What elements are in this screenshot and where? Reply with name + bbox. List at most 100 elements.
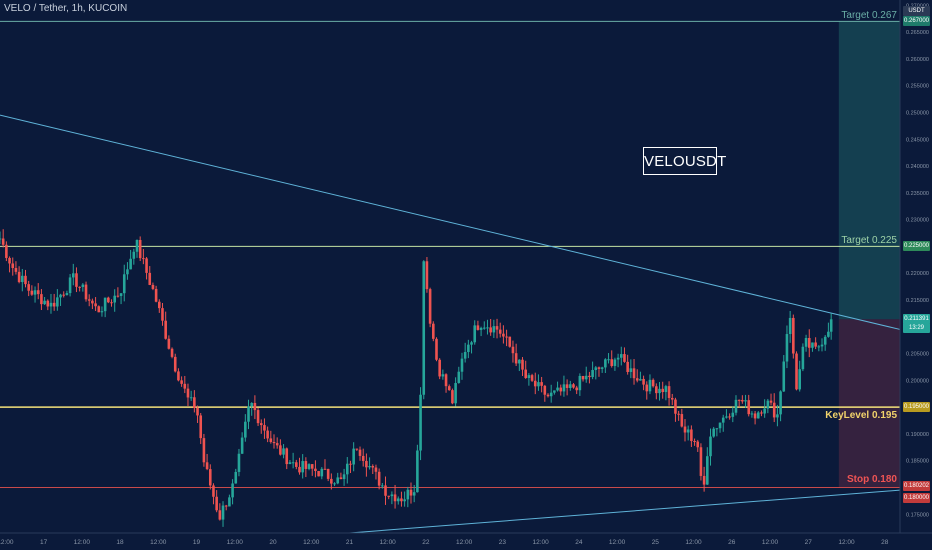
candle-body [741,399,744,402]
candle-body [814,342,817,347]
x-tick-label: 12:00 [303,539,320,546]
candle-body [336,477,340,484]
x-tick-label: 12:00 [0,539,14,546]
candle-body [154,288,158,302]
candle-body [540,382,543,386]
candle-body [282,448,285,455]
candle-body [269,438,273,442]
candle-body [473,325,477,343]
candle-body [476,325,480,330]
candle-body [158,301,161,309]
trendline [349,489,901,534]
candle-body [460,358,464,372]
candle-body [734,399,738,413]
candle-body [151,284,155,289]
candle-body [326,468,330,479]
candle-body [562,384,566,392]
candle-body [68,277,72,294]
candle-body [97,306,101,313]
candle-body [8,257,11,264]
candle-body [317,471,320,477]
candle-body [495,326,499,330]
candle-body [680,414,684,427]
candle-body [358,449,362,456]
candle-body [712,428,715,437]
candle-body [575,387,578,391]
candle-body [604,359,607,368]
candle-body [285,448,289,465]
candle-body [817,346,821,348]
candle-body [584,375,588,380]
candle-body [202,438,206,463]
candle-body [403,499,406,502]
candle-body [170,348,174,357]
candle-body [148,272,152,285]
candle-body [87,299,91,301]
candle-body [709,436,712,457]
candle-body [623,354,626,362]
candle-body [470,342,473,345]
candle-body [693,440,696,442]
candle-body [626,361,629,372]
candle-body [416,450,419,493]
candle-body [307,464,311,469]
level-label-target1: Target 0.225 [841,235,897,247]
trendline [0,114,901,330]
level-label-target2: Target 0.267 [841,10,897,22]
candle-body [457,371,461,383]
candle-body [600,367,604,369]
candle-body [56,297,59,307]
y-tick-label: 0.175000 [906,512,929,518]
candle-body [763,408,766,414]
candle-body [807,337,811,348]
candle-body [126,269,129,275]
candle-body [721,417,725,423]
candle-body [537,382,540,387]
candle-body [272,441,276,444]
candle-body [524,369,528,378]
candle-body [205,462,209,470]
y-tick-label: 0.255000 [906,84,929,90]
candle-body [107,297,110,303]
candle-body [827,331,830,337]
candle-body [658,388,661,394]
candle-body [549,392,553,397]
candle-body [250,402,253,407]
candle-body [298,466,301,473]
candle-body [553,390,556,393]
candle-body [569,384,572,388]
x-tick-label: 12:00 [532,539,549,546]
candle-body [629,368,633,372]
candle-body [702,475,706,485]
candle-body [639,378,642,381]
candle-body [820,344,824,347]
candle-body [578,375,582,391]
level-label-stop: Stop 0.180 [846,474,897,486]
x-tick-label: 18 [116,539,124,546]
currency-tag[interactable]: USDT [903,6,930,16]
candle-body [801,346,805,370]
candle-body [632,368,636,379]
candle-body [390,494,394,497]
candle-body [256,410,260,424]
candle-body [766,400,770,409]
candle-body [11,263,15,269]
x-tick-label: 12:00 [74,539,91,546]
x-tick-label: 28 [881,539,889,546]
x-tick-label: 23 [499,539,507,546]
candle-body [231,483,234,498]
candle-body [556,387,559,391]
candle-body [756,412,760,419]
candle-body [71,273,75,278]
candle-body [21,275,24,283]
y-tick-label: 0.190000 [906,432,929,438]
candle-body [17,271,21,283]
y-tick-label: 0.265000 [906,30,929,36]
candle-body [760,412,763,414]
x-tick-label: 24 [575,539,583,546]
candle-body [463,352,467,359]
candle-body [24,275,27,285]
candle-body [393,494,397,502]
candle-body [514,353,518,364]
